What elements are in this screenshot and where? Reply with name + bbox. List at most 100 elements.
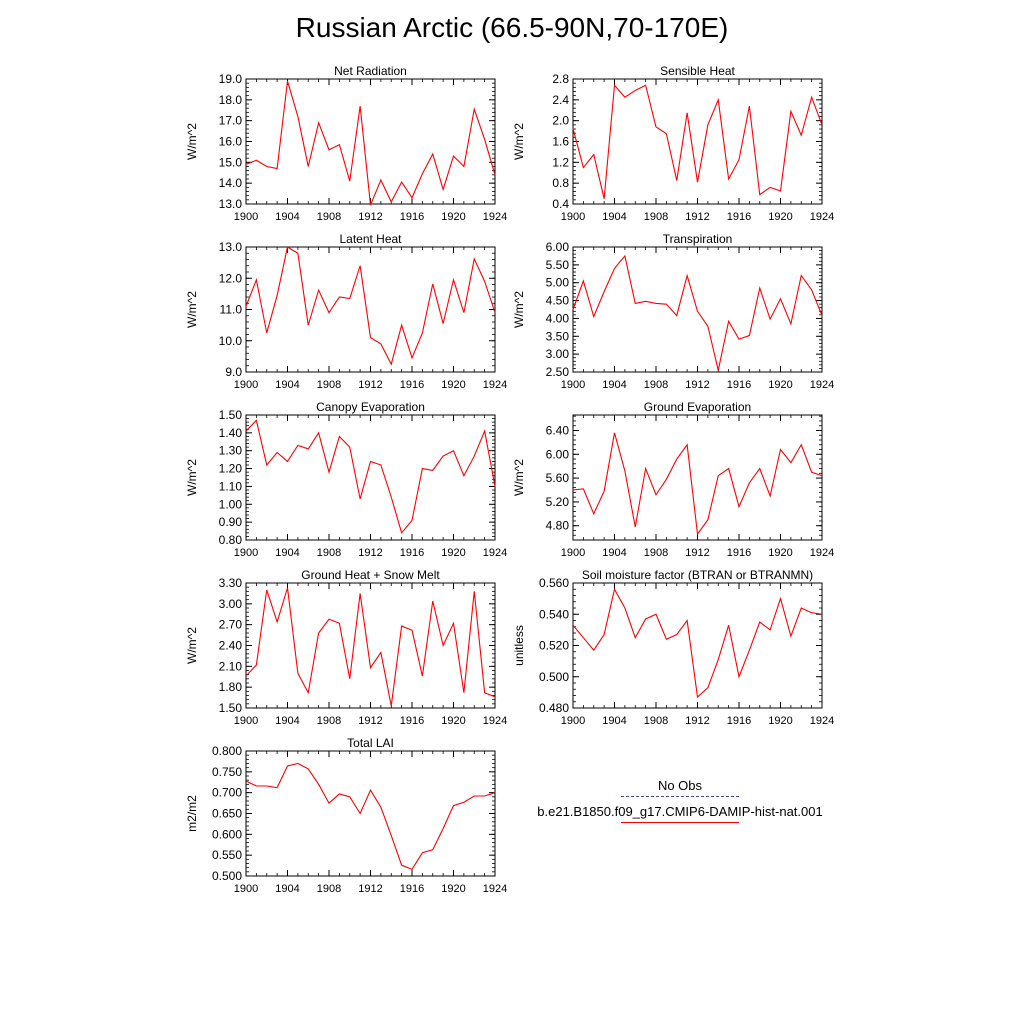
x-tick-label: 1904 — [275, 883, 299, 895]
x-tick-label: 1912 — [358, 883, 382, 895]
y-tick-label: 14.0 — [219, 176, 243, 190]
y-axis-label: W/m^2 — [185, 123, 199, 160]
x-tick-label: 1908 — [317, 715, 341, 727]
x-tick-label: 1900 — [234, 715, 258, 727]
x-tick-label: 1920 — [441, 379, 465, 391]
x-tick-label: 1916 — [400, 547, 424, 559]
x-tick-label: 1912 — [685, 547, 709, 559]
x-tick-label: 1916 — [727, 547, 751, 559]
panel-title: Total LAI — [347, 736, 394, 750]
x-tick-label: 1900 — [561, 379, 585, 391]
legend-label-obs: No Obs — [657, 778, 703, 793]
x-tick-label: 1912 — [358, 379, 382, 391]
series-line — [245, 246, 496, 366]
x-tick-label: 1916 — [400, 211, 424, 223]
y-tick-label: 0.90 — [219, 515, 243, 529]
x-tick-label: 1900 — [234, 211, 258, 223]
y-tick-label: 1.50 — [219, 408, 243, 422]
x-tick-label: 1920 — [441, 547, 465, 559]
x-tick-label: 1912 — [685, 379, 709, 391]
x-tick-label: 1912 — [685, 715, 709, 727]
plot-frame — [245, 78, 496, 205]
figure-title: Russian Arctic (66.5-90N,70-170E) — [295, 12, 729, 43]
y-tick-label: 0.4 — [552, 197, 569, 211]
x-tick-label: 1916 — [400, 883, 424, 895]
panel-title: Ground Heat + Snow Melt — [301, 568, 440, 582]
x-tick-label: 1900 — [561, 211, 585, 223]
x-tick-label: 1916 — [727, 211, 751, 223]
x-tick-label: 1916 — [727, 379, 751, 391]
y-tick-label: 2.4 — [552, 93, 569, 107]
series-line — [245, 80, 496, 206]
x-tick-label: 1920 — [768, 211, 792, 223]
x-tick-label: 1908 — [644, 547, 668, 559]
plot-frame — [245, 750, 496, 877]
legend-label-model: b.e21.B1850.f09_g17.CMIP6-DAMIP-hist-nat… — [537, 804, 823, 819]
y-tick-label: 2.8 — [552, 72, 569, 86]
y-tick-label: 17.0 — [219, 114, 243, 128]
y-tick-label: 1.00 — [219, 497, 243, 511]
x-tick-label: 1920 — [441, 211, 465, 223]
x-tick-label: 1924 — [810, 379, 834, 391]
y-axis-label: W/m^2 — [512, 459, 526, 496]
x-tick-label: 1904 — [602, 211, 626, 223]
y-tick-label: 1.6 — [552, 135, 569, 149]
x-tick-label: 1908 — [317, 547, 341, 559]
y-tick-label: 0.8 — [552, 176, 569, 190]
y-tick-label: 11.0 — [220, 303, 243, 317]
x-tick-label: 1924 — [483, 715, 507, 727]
y-tick-label: 1.80 — [219, 680, 243, 694]
x-tick-label: 1900 — [234, 547, 258, 559]
y-tick-label: 2.50 — [546, 365, 570, 379]
series-line — [245, 587, 496, 707]
y-tick-label: 0.520 — [539, 639, 569, 653]
series-line — [572, 432, 823, 536]
y-tick-label: 4.00 — [546, 311, 570, 325]
x-tick-label: 1900 — [561, 547, 585, 559]
x-tick-label: 1912 — [358, 211, 382, 223]
y-tick-label: 19.0 — [219, 72, 243, 86]
y-tick-label: 1.30 — [219, 444, 243, 458]
y-tick-label: 0.650 — [212, 807, 242, 821]
panel-title: Ground Evaporation — [644, 400, 751, 414]
y-tick-label: 1.40 — [219, 426, 243, 440]
panel-title: Net Radiation — [334, 64, 407, 78]
x-tick-label: 1900 — [234, 883, 258, 895]
x-tick-label: 1904 — [602, 547, 626, 559]
x-tick-label: 1904 — [602, 715, 626, 727]
y-tick-label: 3.00 — [546, 347, 570, 361]
y-tick-label: 2.70 — [219, 618, 243, 632]
y-tick-label: 2.10 — [219, 659, 243, 673]
y-tick-label: 2.0 — [552, 114, 569, 128]
x-tick-label: 1900 — [561, 715, 585, 727]
plot-frame — [245, 414, 496, 541]
series-line — [245, 762, 496, 871]
y-tick-label: 0.800 — [212, 744, 242, 758]
x-tick-label: 1900 — [234, 379, 258, 391]
x-tick-label: 1908 — [317, 379, 341, 391]
x-tick-label: 1904 — [275, 547, 299, 559]
y-tick-label: 18.0 — [219, 93, 243, 107]
plot-frame — [572, 78, 823, 205]
y-tick-label: 0.560 — [539, 576, 569, 590]
panel-title: Transpiration — [663, 232, 733, 246]
y-tick-label: 6.00 — [546, 447, 570, 461]
y-tick-label: 0.540 — [539, 607, 569, 621]
x-tick-label: 1920 — [768, 715, 792, 727]
y-tick-label: 13.0 — [219, 240, 243, 254]
y-tick-label: 1.20 — [219, 462, 243, 476]
y-tick-label: 16.0 — [219, 135, 243, 149]
series-line — [572, 587, 823, 699]
x-tick-label: 1908 — [317, 883, 341, 895]
y-tick-label: 1.2 — [552, 155, 569, 169]
y-tick-label: 5.50 — [546, 258, 570, 272]
y-tick-label: 4.80 — [546, 519, 570, 533]
y-tick-label: 12.0 — [219, 271, 243, 285]
x-tick-label: 1908 — [644, 715, 668, 727]
y-axis-label: W/m^2 — [185, 459, 199, 496]
x-tick-label: 1920 — [768, 547, 792, 559]
y-tick-label: 9.0 — [225, 365, 242, 379]
y-tick-label: 5.60 — [546, 471, 570, 485]
y-tick-label: 1.10 — [219, 479, 243, 493]
panel-title: Soil moisture factor (BTRAN or BTRANMN) — [582, 568, 813, 582]
